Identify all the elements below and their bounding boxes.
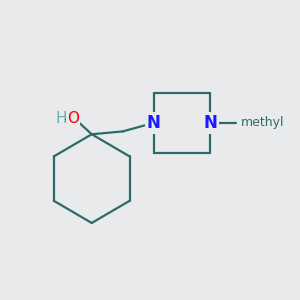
Text: N: N <box>203 114 218 132</box>
Text: N: N <box>147 114 161 132</box>
Text: -: - <box>64 110 70 128</box>
Text: H: H <box>56 111 67 126</box>
Text: O: O <box>67 111 79 126</box>
Text: methyl: methyl <box>241 116 284 129</box>
